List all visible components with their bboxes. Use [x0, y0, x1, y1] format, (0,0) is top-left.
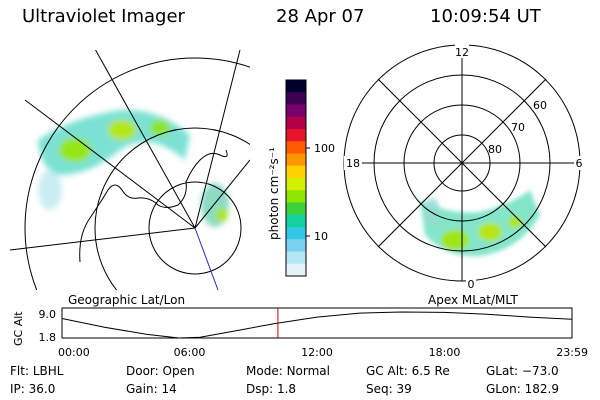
colorbar-segment [286, 129, 306, 142]
polar-grid [343, 44, 581, 282]
colorbar-segment [286, 92, 306, 105]
colorbar-segment [286, 239, 306, 252]
lat-label-70: 70 [511, 121, 525, 134]
mode-label: Mode: [246, 364, 283, 378]
gcalt-value: 6.5 Re [411, 364, 450, 378]
altitude-line [61, 311, 573, 339]
ytick-1-8: 1.8 [39, 331, 57, 344]
geo-grid [10, 50, 250, 290]
geo-map-label: Geographic Lat/Lon [68, 293, 186, 307]
colorbar-segment [286, 153, 306, 167]
glon-value: 182.9 [524, 382, 559, 396]
glat-value: −73.0 [521, 364, 559, 378]
chart-frame [61, 307, 573, 339]
gain-label: Gain: [126, 382, 158, 396]
colorbar-tick-100: 100 [314, 142, 335, 155]
seq-label: Seq: [366, 382, 393, 396]
polar-map-label: Apex MLat/MLT [428, 293, 518, 307]
ip-label: IP: [10, 382, 25, 396]
flt-label: Flt: [10, 364, 29, 378]
colorbar-segment [286, 104, 306, 118]
colorbar-segment [286, 165, 306, 179]
colorbar-segment [286, 141, 306, 154]
xtick-label: 06:00 [174, 346, 206, 359]
colorbar-segment [286, 190, 306, 203]
xtick-label: 18:00 [429, 346, 461, 359]
y-axis-label: GC Alt [12, 311, 25, 346]
mlt-label-top: 12 [455, 46, 469, 59]
xtick-label: 00:00 [58, 346, 90, 359]
door-label: Door: [126, 364, 159, 378]
time-label: 10:09:54 UT [430, 6, 541, 27]
noon-midnight-meridian [194, 227, 219, 290]
colorbar-segment [286, 202, 306, 216]
dsp-label: Dsp: [246, 382, 274, 396]
seq-value: 39 [396, 382, 412, 396]
door-value: Open [162, 364, 195, 378]
colorbar-segment [286, 116, 306, 130]
colorbar-segment [286, 214, 306, 228]
colorbar-segment [286, 178, 306, 191]
lat-label-80: 80 [488, 143, 502, 156]
instrument-title: Ultraviolet Imager [22, 6, 185, 27]
mlt-label-left: 18 [346, 157, 360, 170]
glon-label: GLon: [486, 382, 521, 396]
colorbar-unit: photon cm⁻²s⁻¹ [267, 147, 281, 240]
lat-label-60: 60 [533, 99, 547, 112]
gcalt-label: GC Alt: [366, 364, 408, 378]
colorbar-segment [286, 80, 306, 93]
dsp-value: 1.8 [276, 382, 297, 396]
mlt-label-right: 6 [576, 157, 583, 170]
colorbar-segment [286, 227, 306, 240]
ip-value: 36.0 [28, 382, 56, 396]
date-label: 28 Apr 07 [276, 6, 365, 27]
colorbar-segment [286, 263, 306, 277]
flt-value: LBHL [32, 364, 64, 378]
xtick-label: 23:59 [556, 346, 588, 359]
glat-label: GLat: [486, 364, 519, 378]
xtick-label: 12:00 [301, 346, 333, 359]
ytick-9: 9.0 [39, 308, 57, 321]
geo-aurora-emission [38, 109, 229, 227]
coastline [79, 149, 228, 263]
mode-value: Normal [286, 364, 330, 378]
gain-value: 14 [161, 382, 177, 396]
colorbar-segment [286, 251, 306, 265]
colorbar-tick-10: 10 [314, 230, 328, 243]
mlt-label-bottom: 0 [468, 278, 475, 291]
